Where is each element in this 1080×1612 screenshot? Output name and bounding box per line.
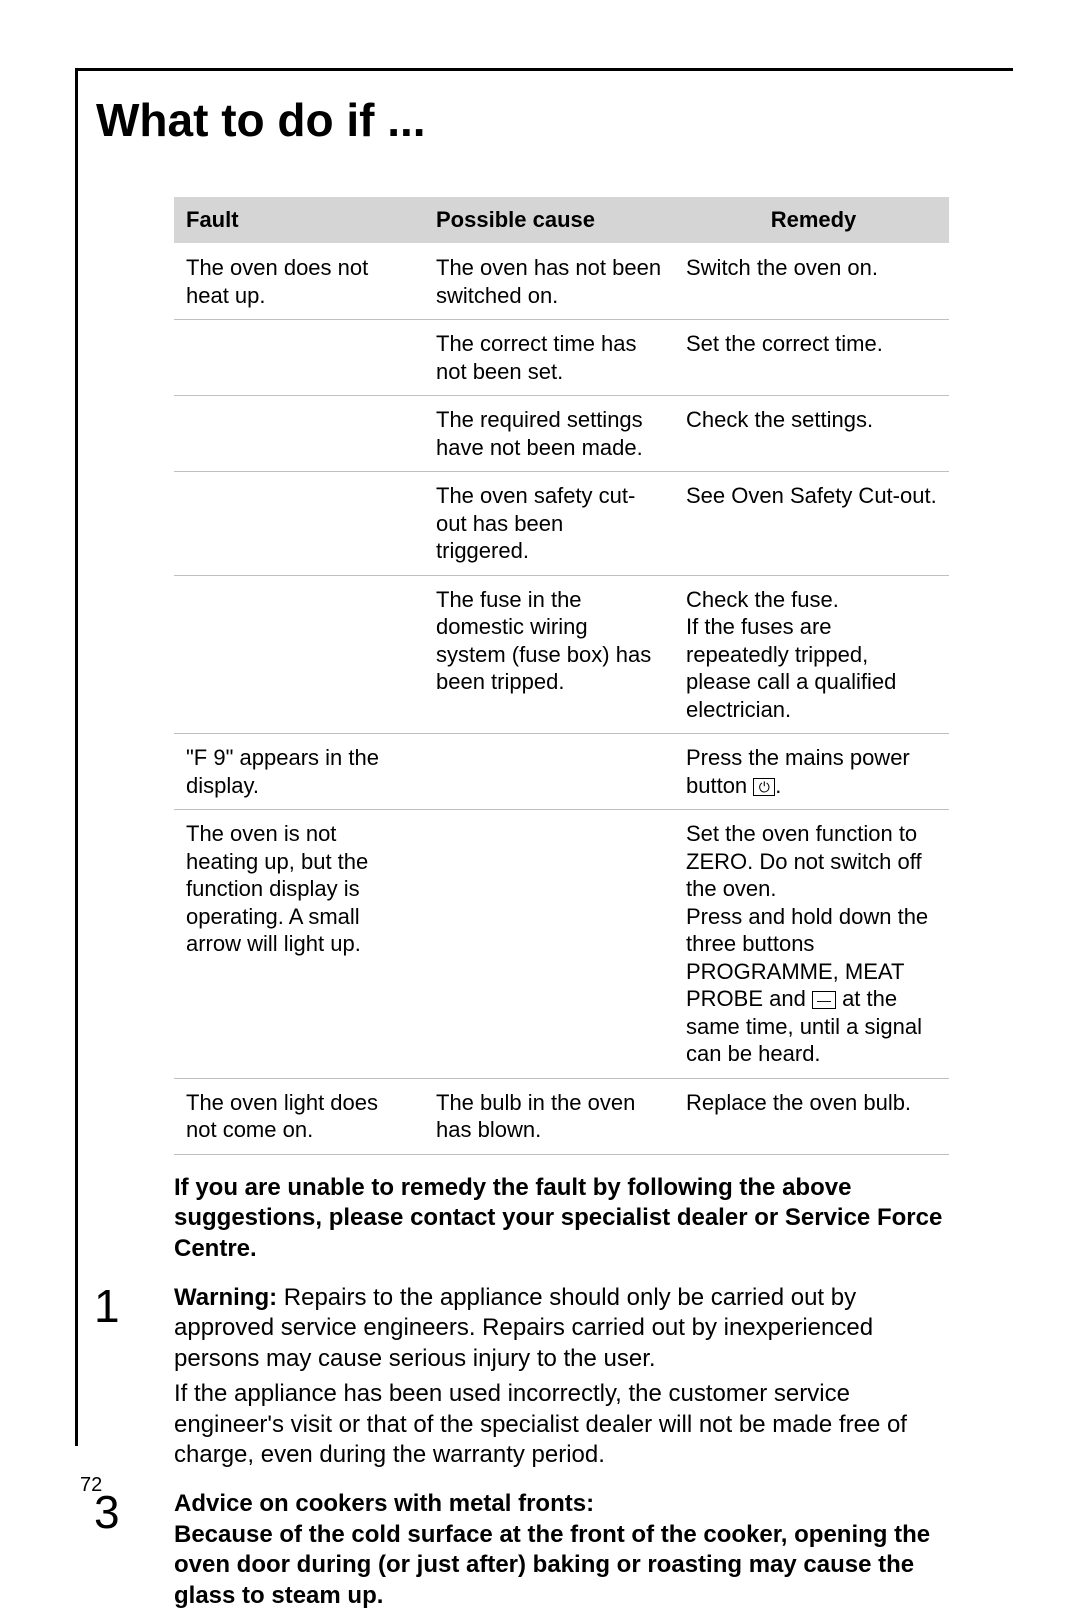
table-row: "F 9" appears in the display. Press the …	[174, 734, 949, 810]
page-frame: What to do if ... Fault Possible cause R…	[75, 68, 1013, 1438]
warning-section: 1 Warning: Repairs to the appliance shou…	[174, 1283, 949, 1375]
cell-cause: The oven safety cut-out has been trigger…	[424, 472, 674, 576]
table-row: The correct time has not been set. Set t…	[174, 320, 949, 396]
cell-fault: The oven light does not come on.	[174, 1078, 424, 1154]
table-row: The oven safety cut-out has been trigger…	[174, 472, 949, 576]
cell-remedy: See Oven Safety Cut-out.	[674, 472, 949, 576]
table-row: The fuse in the domestic wiring system (…	[174, 575, 949, 734]
cell-remedy: Check the settings.	[674, 396, 949, 472]
cell-remedy: Set the correct time.	[674, 320, 949, 396]
cell-fault	[174, 575, 424, 734]
troubleshoot-table: Fault Possible cause Remedy The oven doe…	[174, 197, 949, 1155]
table-row: The required settings have not been made…	[174, 396, 949, 472]
cell-remedy: Set the oven function to ZERO. Do not sw…	[674, 810, 949, 1079]
cell-cause: The correct time has not been set.	[424, 320, 674, 396]
cell-cause: The bulb in the oven has blown.	[424, 1078, 674, 1154]
cell-fault: The oven does not heat up.	[174, 244, 424, 320]
cell-cause	[424, 734, 674, 810]
cell-cause: The required settings have not been made…	[424, 396, 674, 472]
power-icon: ⏻	[753, 778, 775, 796]
warning-number: 1	[94, 1277, 120, 1336]
table-row: The oven does not heat up. The oven has …	[174, 244, 949, 320]
minus-icon: —	[812, 991, 836, 1009]
col-cause: Possible cause	[424, 197, 674, 244]
contact-note: If you are unable to remedy the fault by…	[174, 1173, 949, 1265]
remedy-pre: Press the mains power button	[686, 745, 910, 798]
cell-remedy: Switch the oven on.	[674, 244, 949, 320]
advice-section: 3 Advice on cookers with metal fronts: B…	[174, 1489, 949, 1612]
cell-cause: The fuse in the domestic wiring system (…	[424, 575, 674, 734]
cell-fault	[174, 396, 424, 472]
advice-label: Advice on cookers with metal fronts:	[174, 1489, 949, 1520]
warning-label: Warning:	[174, 1284, 277, 1311]
col-fault: Fault	[174, 197, 424, 244]
warranty-text: If the appliance has been used incorrect…	[174, 1379, 949, 1471]
cell-cause	[424, 810, 674, 1079]
cell-remedy: Replace the oven bulb.	[674, 1078, 949, 1154]
table-row: The oven is not heating up, but the func…	[174, 810, 949, 1079]
cell-remedy: Press the mains power button ⏻.	[674, 734, 949, 810]
cell-cause: The oven has not been switched on.	[424, 244, 674, 320]
cell-fault	[174, 320, 424, 396]
remedy-pre: Set the oven function to ZERO. Do not sw…	[686, 821, 928, 1011]
cell-fault: The oven is not heating up, but the func…	[174, 810, 424, 1079]
page-title: What to do if ...	[96, 93, 1013, 147]
table-header-row: Fault Possible cause Remedy	[174, 197, 949, 244]
remedy-post: .	[775, 773, 781, 798]
advice-text: Because of the cold surface at the front…	[174, 1520, 949, 1612]
warning-text: Repairs to the appliance should only be …	[174, 1284, 873, 1372]
page-number: 72	[80, 1474, 102, 1497]
col-remedy: Remedy	[674, 197, 949, 244]
cell-fault: "F 9" appears in the display.	[174, 734, 424, 810]
cell-fault	[174, 472, 424, 576]
table-row: The oven light does not come on. The bul…	[174, 1078, 949, 1154]
cell-remedy: Check the fuse.If the fuses are repeated…	[674, 575, 949, 734]
